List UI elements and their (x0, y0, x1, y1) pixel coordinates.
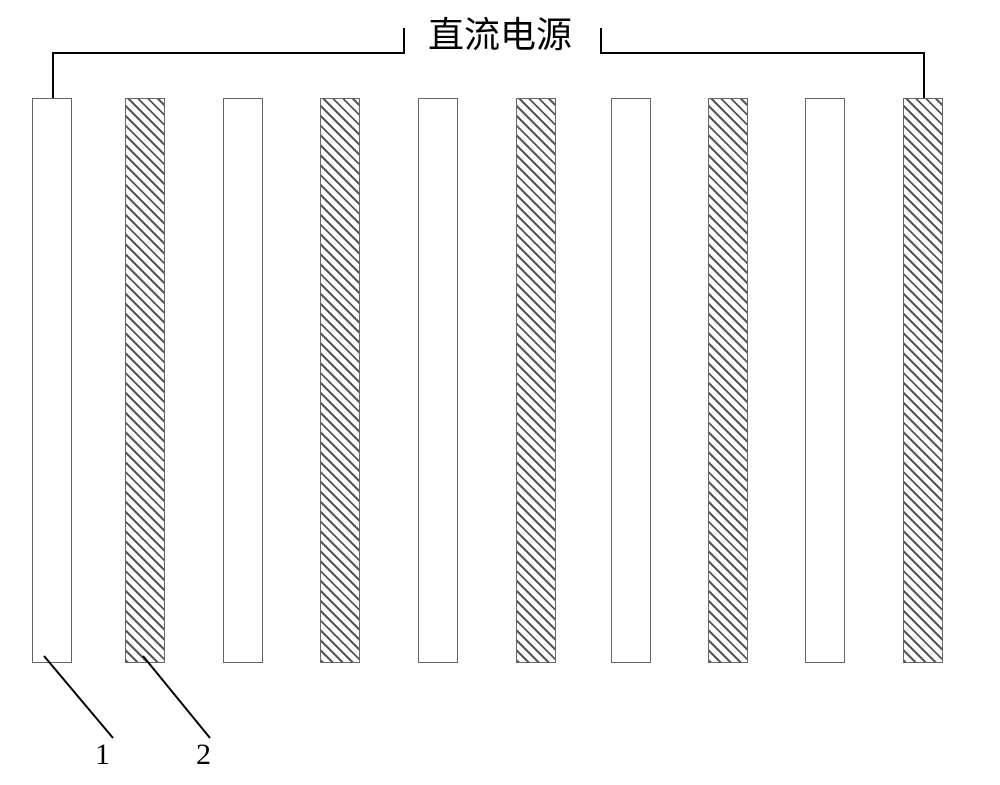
reference-label-2: 2 (196, 738, 211, 772)
diagram-canvas: 直流电源12 (0, 0, 1000, 785)
label-lead-line (0, 0, 1000, 785)
